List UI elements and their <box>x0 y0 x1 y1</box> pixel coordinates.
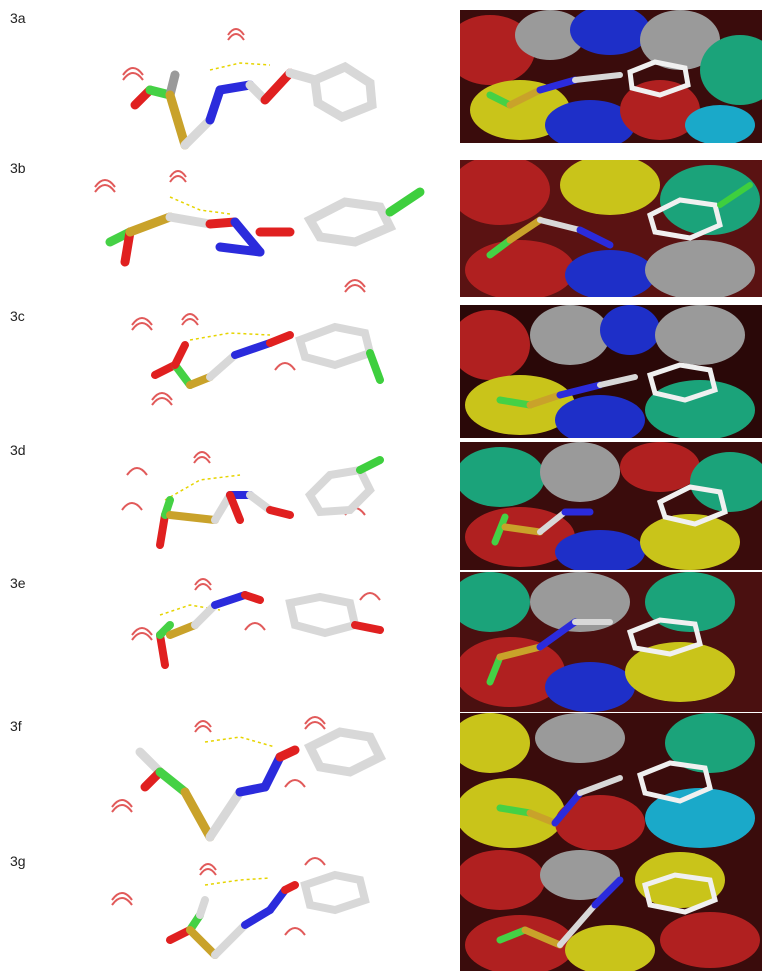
surface-render-3b <box>460 160 762 297</box>
interaction-diagram-3g <box>90 850 430 971</box>
panel-label-3f: 3f <box>10 718 22 734</box>
interaction-diagram-3f <box>90 712 430 852</box>
interaction-diagram-3e <box>90 575 430 715</box>
panel-label-3a: 3a <box>10 10 26 26</box>
interaction-diagram-3a <box>90 5 430 155</box>
surface-render-3c <box>460 305 762 438</box>
panel-label-3e: 3e <box>10 575 26 591</box>
surface-render-3g <box>460 850 762 971</box>
interaction-diagram-3b <box>90 152 430 302</box>
panel-label-3g: 3g <box>10 853 26 869</box>
interaction-diagram-3c <box>90 305 430 435</box>
panel-label-3d: 3d <box>10 442 26 458</box>
surface-render-3a <box>460 10 762 143</box>
interaction-diagram-3d <box>90 440 430 570</box>
panel-label-3c: 3c <box>10 308 25 324</box>
surface-render-3f <box>460 713 762 850</box>
surface-render-3d <box>460 442 762 570</box>
panel-label-3b: 3b <box>10 160 26 176</box>
surface-render-3e <box>460 572 762 712</box>
